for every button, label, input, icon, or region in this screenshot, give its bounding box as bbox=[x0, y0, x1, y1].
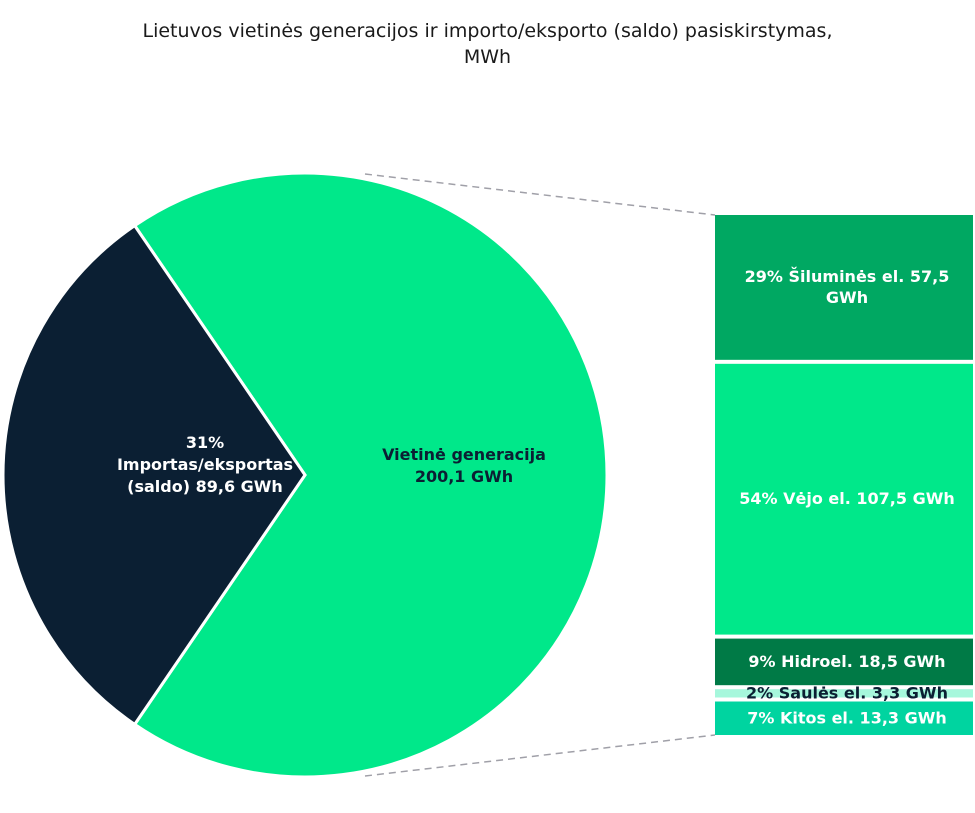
bar-segment-kitos-el bbox=[715, 701, 973, 735]
bar-label-hidroel-line-1: 9% Hidroel. 18,5 GWh bbox=[748, 652, 945, 671]
pie-label-vietine-generacija: Vietinė generacija 200,1 GWh bbox=[382, 445, 546, 486]
bar-segment-vejo-el bbox=[715, 363, 973, 635]
pie-label-vietine-generacija-line-2: 200,1 GWh bbox=[415, 467, 513, 486]
chart-title: Lietuvos vietinės generacijos ir importo… bbox=[0, 18, 975, 70]
pie-slice-vietine-generacija bbox=[132, 171, 609, 779]
chart-title-line-2: MWh bbox=[463, 46, 512, 68]
bar-label-vejo-el-line-1: 54% Vėjo el. 107,5 GWh bbox=[739, 489, 954, 508]
bar-label-saules-el: 2% Saulės el. 3,3 GWh bbox=[746, 683, 948, 702]
bar-segment-hidroel bbox=[715, 638, 973, 686]
pie-label-importas-eksportas: 31% Importas/eksportas (saldo) 89,6 GWh bbox=[117, 433, 293, 496]
bar-label-silumines-el-line-1: 29% Šiluminės el. 57,5 bbox=[745, 267, 950, 286]
bar-label-vejo-el: 54% Vėjo el. 107,5 GWh bbox=[739, 489, 954, 508]
connector-line-bottom bbox=[364, 734, 716, 777]
bar-segment-silumines-el bbox=[715, 215, 973, 360]
bar-label-silumines-el-line-2: GWh bbox=[826, 288, 868, 307]
pie-label-importas-eksportas-line-3: (saldo) 89,6 GWh bbox=[127, 477, 283, 496]
bar-segment-saules-el bbox=[715, 689, 973, 698]
bar-label-silumines-el: 29% Šiluminės el. 57,5 GWh bbox=[745, 267, 950, 307]
bar-label-saules-el-line-1: 2% Saulės el. 3,3 GWh bbox=[746, 683, 948, 702]
pie-label-importas-eksportas-line-2: Importas/eksportas bbox=[117, 455, 293, 474]
pie-label-importas-eksportas-line-1: 31% bbox=[186, 433, 224, 452]
pie-slice-importas-eksportas bbox=[1, 223, 307, 727]
connector-line-top bbox=[364, 173, 716, 216]
bar-label-kitos-el: 7% Kitos el. 13,3 GWh bbox=[747, 708, 947, 727]
chart-title-line-1: Lietuvos vietinės generacijos ir importo… bbox=[142, 20, 833, 42]
bar-label-hidroel: 9% Hidroel. 18,5 GWh bbox=[748, 652, 945, 671]
pie-label-vietine-generacija-line-1: Vietinė generacija bbox=[382, 445, 546, 464]
bar-label-kitos-el-line-1: 7% Kitos el. 13,3 GWh bbox=[747, 708, 947, 727]
